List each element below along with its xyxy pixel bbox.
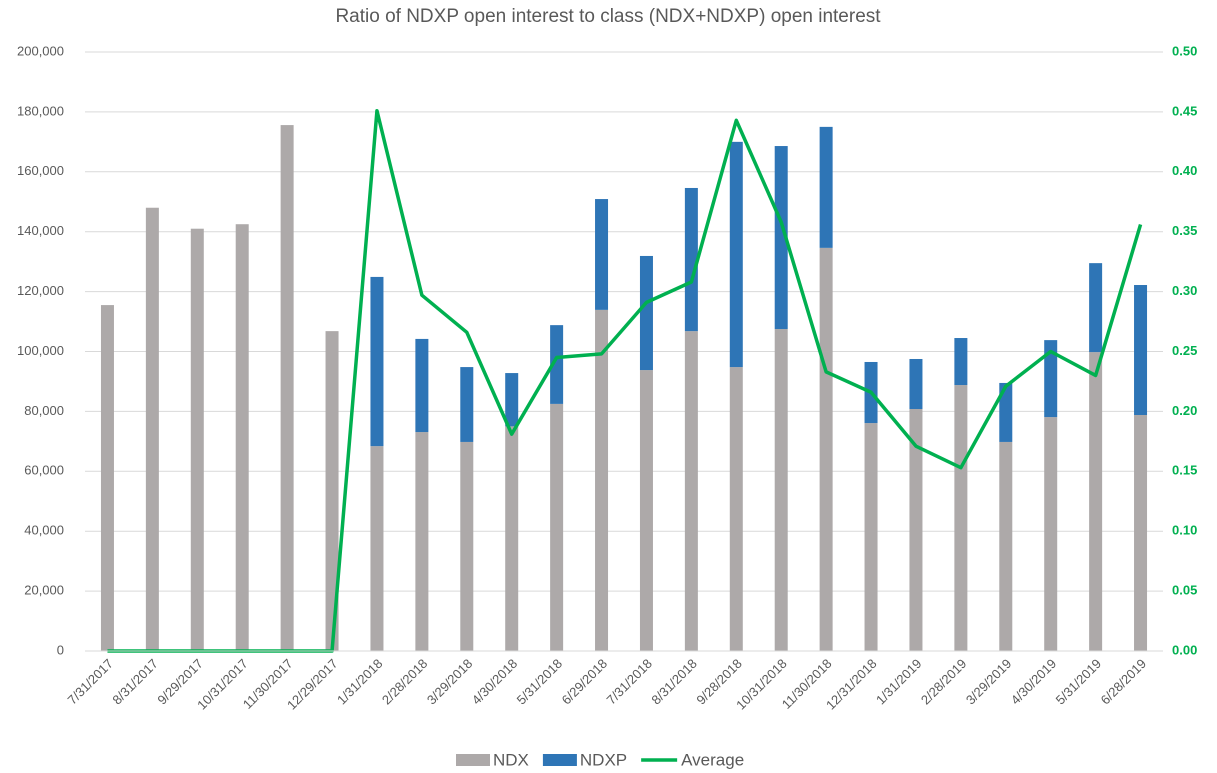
bar <box>370 446 384 651</box>
y-tick-label: 60,000 <box>24 463 64 478</box>
x-tick-label: 3/29/2018 <box>424 656 476 708</box>
x-tick-label: 5/31/2019 <box>1053 656 1105 708</box>
x-tick-label: 8/31/2017 <box>109 656 161 708</box>
bar <box>1134 414 1148 651</box>
bar <box>684 331 698 651</box>
x-tick-label: 7/31/2018 <box>604 656 656 708</box>
x-tick-label: 3/29/2019 <box>963 656 1015 708</box>
bar <box>729 141 743 368</box>
bar <box>819 247 833 652</box>
bar <box>100 305 114 651</box>
y2-tick-label: 0.25 <box>1172 343 1197 358</box>
bar <box>954 385 968 651</box>
bar <box>280 125 294 651</box>
legend-label: NDXP <box>580 750 627 769</box>
bar <box>595 199 609 310</box>
x-tick-label: 2/28/2018 <box>379 656 431 708</box>
y-tick-label: 40,000 <box>24 523 64 538</box>
bar <box>1134 285 1148 415</box>
y-tick-label: 160,000 <box>17 163 64 178</box>
legend-swatch <box>456 754 490 766</box>
x-tick-label: 6/29/2018 <box>559 656 611 708</box>
x-tick-label: 6/28/2019 <box>1098 656 1150 708</box>
bar <box>864 423 878 651</box>
legend-label: NDX <box>493 750 529 769</box>
legend-swatch <box>542 754 577 766</box>
x-tick-label: 4/30/2019 <box>1008 656 1060 708</box>
y-tick-label: 0 <box>57 642 64 657</box>
y-tick-label: 120,000 <box>17 283 64 298</box>
bar <box>639 255 653 371</box>
y2-tick-label: 0.00 <box>1172 642 1197 657</box>
bar <box>505 373 519 427</box>
bar <box>550 403 564 651</box>
x-tick-label: 1/31/2018 <box>334 656 386 708</box>
bar <box>190 228 204 651</box>
bar <box>729 367 743 651</box>
bar <box>774 146 788 330</box>
y2-tick-label: 0.35 <box>1172 223 1197 238</box>
y2-tick-label: 0.45 <box>1172 103 1197 118</box>
bar <box>460 367 474 442</box>
bar <box>684 187 698 332</box>
bar <box>505 426 519 651</box>
bar <box>1089 263 1103 353</box>
line <box>107 108 1143 653</box>
bar <box>819 126 833 248</box>
bar <box>639 370 653 651</box>
bar <box>909 409 923 651</box>
bar <box>550 325 564 404</box>
bar <box>1044 340 1058 418</box>
x-tick-label: 4/30/2018 <box>469 656 521 708</box>
bar <box>954 338 968 386</box>
bar <box>415 432 429 651</box>
y-tick-label: 100,000 <box>17 343 64 358</box>
bar <box>774 329 788 651</box>
y-tick-label: 20,000 <box>24 583 64 598</box>
bar <box>370 276 384 447</box>
y-tick-label: 80,000 <box>24 403 64 418</box>
y2-tick-label: 0.20 <box>1172 403 1197 418</box>
bar <box>415 338 429 433</box>
x-tick-label: 8/31/2018 <box>648 656 700 708</box>
y2-tick-label: 0.50 <box>1172 43 1197 58</box>
bar <box>909 358 923 410</box>
x-tick-label: 2/28/2019 <box>918 656 970 708</box>
y2-tick-label: 0.10 <box>1172 523 1197 538</box>
bar <box>235 224 249 651</box>
bar <box>999 441 1013 651</box>
y2-tick-label: 0.40 <box>1172 163 1197 178</box>
y2-tick-label: 0.30 <box>1172 283 1197 298</box>
chart-title: Ratio of NDXP open interest to class (ND… <box>335 6 881 27</box>
bar <box>1089 352 1103 651</box>
x-tick-label: 1/31/2019 <box>873 656 925 708</box>
bar <box>595 309 609 651</box>
y2-tick-label: 0.05 <box>1172 583 1197 598</box>
y-tick-label: 140,000 <box>17 223 64 238</box>
y2-tick-label: 0.15 <box>1172 463 1197 478</box>
y-tick-label: 180,000 <box>17 103 64 118</box>
bar <box>1044 417 1058 651</box>
bar <box>325 331 339 651</box>
legend-label: Average <box>681 750 744 769</box>
bar <box>999 382 1013 442</box>
y-tick-label: 200,000 <box>17 43 64 58</box>
x-tick-label: 5/31/2018 <box>514 656 566 708</box>
bar <box>145 207 159 652</box>
x-tick-label: 7/31/2017 <box>65 656 117 708</box>
bar <box>460 441 474 651</box>
